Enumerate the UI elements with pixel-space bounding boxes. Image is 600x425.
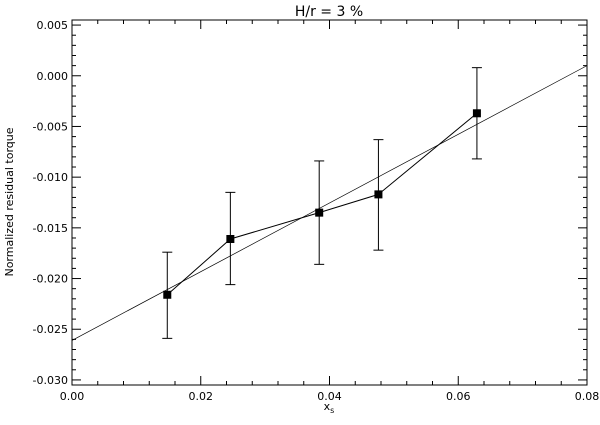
x-tick-label: 0.06: [446, 390, 471, 403]
data-point: [374, 190, 383, 199]
data-markers: [163, 109, 481, 299]
x-tick-label: 0.04: [317, 390, 342, 403]
fit-line: [71, 65, 588, 341]
x-axis-label-subscript: s: [330, 406, 334, 415]
y-tick-label: -0.030: [33, 374, 68, 387]
y-tick-label: 0.005: [37, 19, 69, 32]
data-point: [472, 109, 481, 118]
data-point: [226, 235, 235, 243]
y-tick-label: -0.020: [33, 273, 68, 286]
error-bars: [162, 67, 482, 339]
y-tick-labels: -0.030 -0.025 -0.020 -0.015 -0.010 -0.005 0.00…: [33, 19, 68, 387]
chart-title: H/r = 3 %: [295, 4, 363, 20]
series-line: [166, 112, 478, 296]
x-axis-label: xs: [324, 400, 335, 415]
y-tick-label: -0.005: [33, 120, 68, 133]
plot-frame: [71, 19, 588, 386]
x-tick-label: 0.02: [189, 390, 214, 403]
y-tick-label: -0.025: [33, 323, 68, 336]
axis-ticks: [71, 20, 588, 385]
data-point: [163, 290, 172, 299]
y-tick-label: -0.015: [33, 222, 68, 235]
data-point: [315, 208, 324, 217]
y-tick-label: -0.010: [33, 171, 68, 184]
x-tick-label: 0.08: [575, 390, 600, 403]
y-axis-label: Normalized residual torque: [3, 127, 16, 276]
y-tick-label: 0.000: [37, 70, 69, 83]
x-tick-label: 0.00: [60, 390, 85, 403]
x-tick-labels: 0.00 0.02 0.04 0.06 0.08: [60, 390, 600, 403]
